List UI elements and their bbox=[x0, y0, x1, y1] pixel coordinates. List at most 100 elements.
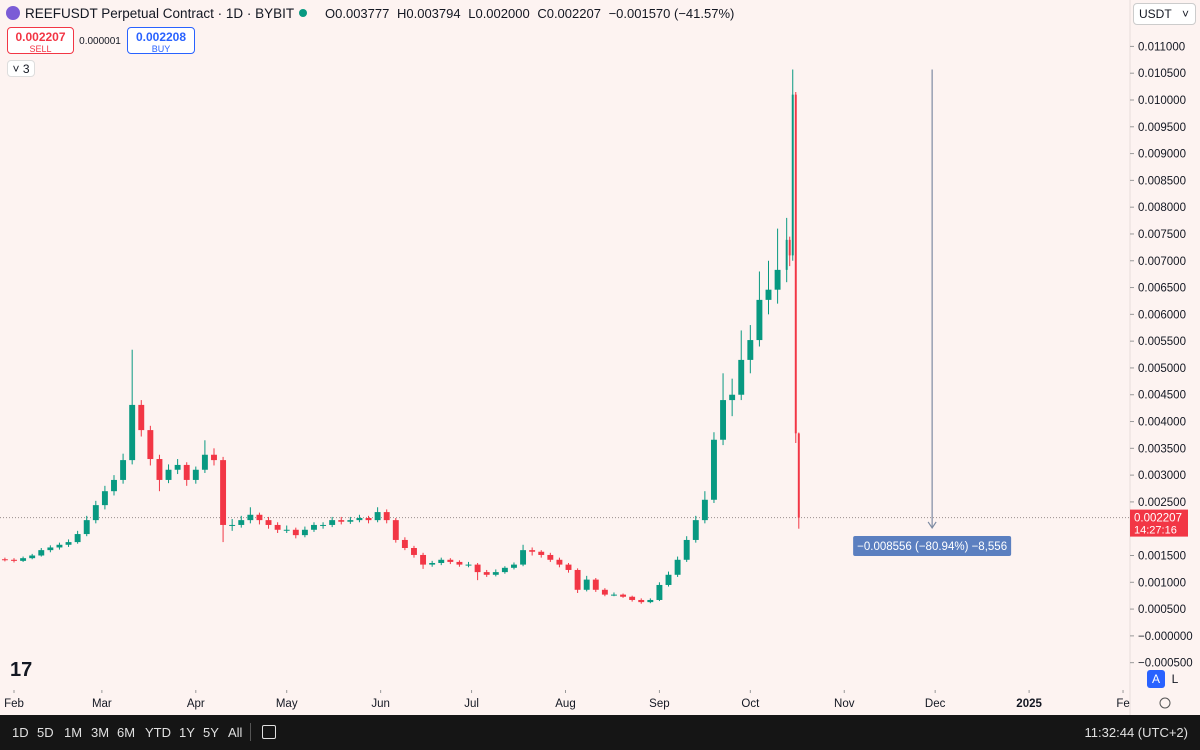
measure-label: −0.008556 (−80.94%) −8,556 bbox=[857, 541, 1007, 553]
range-button[interactable]: All bbox=[228, 725, 243, 740]
range-button[interactable]: 1M bbox=[64, 725, 83, 740]
price-tag-countdown: 14:27:16 bbox=[1134, 525, 1177, 537]
candle-body bbox=[183, 464, 190, 480]
x-tick-label: Sep bbox=[649, 698, 669, 710]
candle-body bbox=[229, 524, 236, 526]
candle-body bbox=[511, 564, 517, 568]
y-tick-label: 0.001000 bbox=[1138, 577, 1186, 589]
candle-body bbox=[429, 562, 436, 565]
candle-body bbox=[174, 464, 181, 470]
change: −0.001570 (−41.57%) bbox=[609, 6, 735, 21]
candle-body bbox=[501, 567, 508, 573]
l-value: 0.002000 bbox=[475, 6, 529, 21]
candle-body bbox=[292, 529, 299, 536]
x-tick-label: Feb bbox=[4, 698, 24, 710]
sell-label: SELL bbox=[29, 44, 52, 54]
candle-body bbox=[556, 559, 563, 565]
candle-body bbox=[738, 359, 745, 395]
candle-body bbox=[1, 559, 8, 561]
indicators-toggle[interactable]: ˅ 3 bbox=[7, 60, 35, 77]
sell-button[interactable]: 0.002207 SELL bbox=[7, 27, 74, 54]
measure-box bbox=[853, 535, 1012, 556]
range-button[interactable]: 3M bbox=[91, 725, 110, 740]
candle-body bbox=[20, 558, 27, 561]
log-scale-label[interactable]: L bbox=[1172, 672, 1179, 686]
candle-body bbox=[711, 439, 717, 500]
y-tick-label: 0.004500 bbox=[1138, 390, 1186, 402]
y-tick-label: 0.006000 bbox=[1138, 309, 1186, 321]
candle-body bbox=[201, 454, 208, 470]
x-tick-label: Apr bbox=[187, 698, 205, 710]
range-button[interactable]: 1D bbox=[12, 725, 29, 740]
candle-body bbox=[565, 564, 572, 570]
range-button[interactable]: 1Y bbox=[179, 725, 195, 740]
calendar-icon[interactable] bbox=[262, 725, 276, 739]
price-tag bbox=[1130, 509, 1188, 537]
sell-price: 0.002207 bbox=[15, 30, 66, 44]
x-tick-label: Mar bbox=[92, 698, 112, 710]
x-tick-label: Nov bbox=[834, 698, 855, 710]
y-tick-label: 0.008500 bbox=[1138, 175, 1186, 187]
candle-body bbox=[483, 572, 490, 575]
candle-body bbox=[592, 579, 599, 590]
candle-body bbox=[238, 520, 245, 525]
candle-body bbox=[356, 517, 363, 521]
x-tick-label: Dec bbox=[925, 698, 946, 710]
indicators-count: 3 bbox=[22, 62, 30, 76]
candle-body bbox=[92, 505, 99, 521]
range-button[interactable]: 5Y bbox=[203, 725, 219, 740]
buy-button[interactable]: 0.002208 BUY bbox=[127, 27, 195, 54]
candle-body bbox=[320, 524, 327, 526]
candle-body bbox=[365, 517, 372, 521]
range-button[interactable]: YTD bbox=[145, 725, 171, 740]
c-value: 0.002207 bbox=[547, 6, 601, 21]
candle-body bbox=[611, 594, 617, 596]
candle-body bbox=[620, 594, 627, 597]
range-button[interactable]: 6M bbox=[117, 725, 136, 740]
y-tick-label: 0.009500 bbox=[1138, 122, 1186, 134]
y-tick-label: 0.005000 bbox=[1138, 363, 1186, 375]
candle-body bbox=[601, 589, 608, 595]
candle-body bbox=[283, 529, 290, 531]
settings-icon[interactable] bbox=[1159, 697, 1171, 709]
candle-body bbox=[301, 529, 308, 536]
auto-scale[interactable] bbox=[1147, 670, 1165, 688]
currency-select[interactable]: USDT ˅ bbox=[1133, 3, 1196, 25]
candle-body bbox=[401, 539, 408, 548]
candle-body bbox=[447, 559, 454, 562]
candle-body bbox=[756, 299, 763, 341]
candle-body bbox=[111, 479, 117, 492]
y-tick-label: 0.007000 bbox=[1138, 256, 1186, 268]
candle-body bbox=[83, 520, 90, 535]
y-tick-label: −0.000000 bbox=[1138, 631, 1193, 643]
candle-body bbox=[247, 514, 254, 521]
x-tick-label: 2025 bbox=[1016, 698, 1042, 710]
candle-body bbox=[747, 340, 754, 360]
y-tick-label: 0.006500 bbox=[1138, 283, 1186, 295]
candle-body bbox=[656, 584, 663, 600]
o-label: O bbox=[325, 6, 335, 21]
candle-body bbox=[474, 564, 481, 573]
candle-body bbox=[692, 520, 699, 540]
candle-body bbox=[392, 520, 399, 540]
buy-label: BUY bbox=[151, 44, 171, 54]
candle-body bbox=[420, 554, 427, 565]
candle-body bbox=[665, 574, 672, 585]
candle-body bbox=[492, 572, 499, 575]
candle-body bbox=[347, 520, 354, 522]
candle-body bbox=[785, 239, 788, 270]
y-tick-label: 0.002500 bbox=[1138, 497, 1186, 509]
candle-body bbox=[574, 569, 581, 590]
candle-body bbox=[720, 400, 727, 440]
range-button[interactable]: 5D bbox=[37, 725, 54, 740]
x-tick-label: Fe bbox=[1116, 698, 1129, 710]
candle-body bbox=[529, 550, 536, 552]
h-label: H bbox=[397, 6, 406, 21]
x-tick-label: Aug bbox=[555, 698, 575, 710]
c-label: C bbox=[537, 6, 546, 21]
candle-body bbox=[791, 94, 794, 256]
auto-scale-label[interactable]: A bbox=[1152, 672, 1160, 686]
candle-body bbox=[456, 561, 463, 565]
candle-body bbox=[256, 514, 263, 521]
y-tick-label: 0.007500 bbox=[1138, 229, 1186, 241]
